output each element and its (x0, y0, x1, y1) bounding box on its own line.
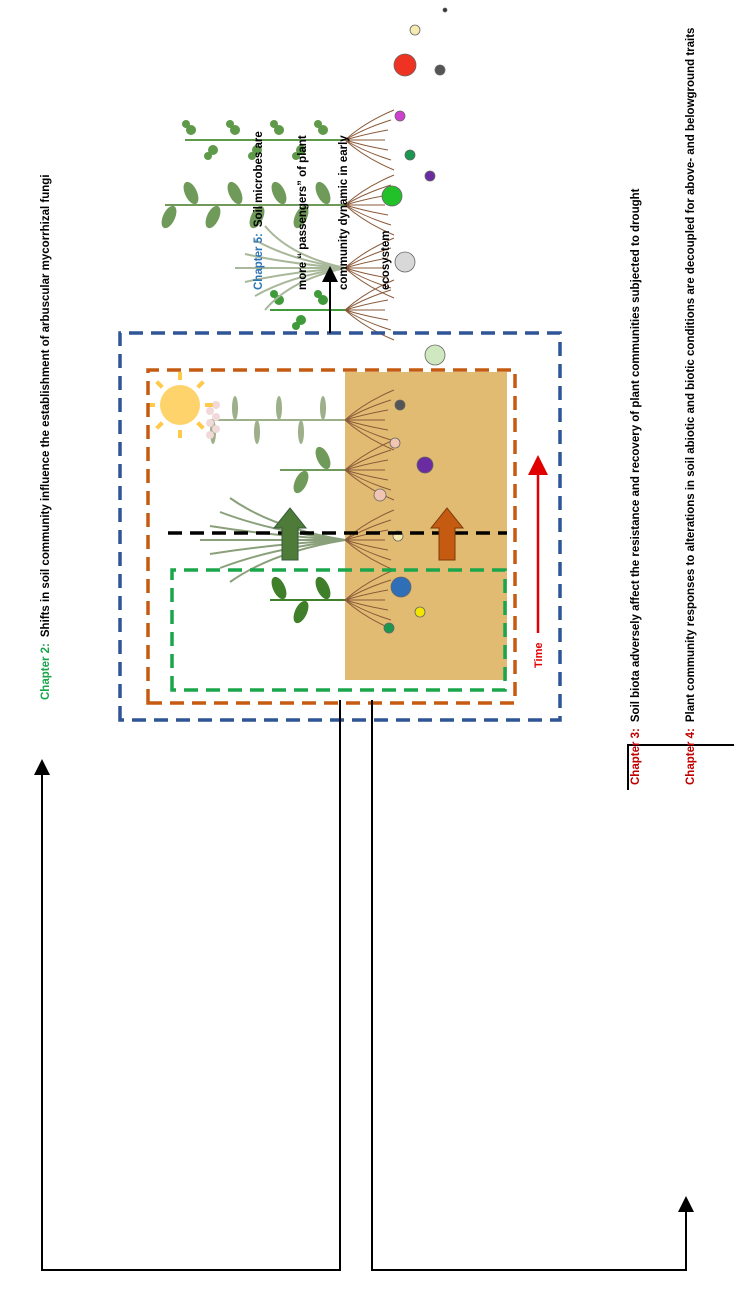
bracket (628, 745, 734, 790)
connector-ch2 (42, 700, 340, 1270)
microbe (417, 457, 433, 473)
plant (182, 110, 394, 170)
leaf (204, 152, 212, 160)
chapter-text: more “ passengers” of plant (297, 135, 309, 290)
flower (206, 419, 214, 427)
leaf (270, 290, 278, 298)
leaf (182, 120, 190, 128)
plant (268, 570, 394, 630)
leaf (298, 420, 304, 444)
microbe (443, 8, 447, 12)
soil (345, 372, 507, 680)
chapter-text: community dynamic in early (338, 135, 350, 290)
plant (158, 175, 394, 235)
microbe (425, 345, 445, 365)
leaf (226, 120, 234, 128)
sun (147, 372, 213, 438)
microbe (394, 54, 416, 76)
leaf (180, 180, 201, 207)
diagram: Time Chapter 2: Shifts in soil community … (0, 0, 734, 1298)
leaf (312, 575, 333, 602)
chapter5: Chapter 5: Soil microbes are (253, 131, 265, 290)
flower (212, 413, 220, 421)
chapter-text: Soil microbes are (253, 131, 265, 227)
leaf (270, 120, 278, 128)
chapter-label: Chapter 5: (253, 233, 265, 290)
leaf (314, 290, 322, 298)
leaf (312, 445, 333, 472)
sun-ray (157, 382, 163, 388)
leaf (276, 396, 282, 420)
chapter2: Chapter 2: Shifts in soil community influ… (40, 174, 52, 700)
leaf (268, 575, 289, 602)
microbe (405, 150, 415, 160)
microbe (395, 400, 405, 410)
chapter3: Chapter 3: Soil biota adversely affect th… (630, 188, 642, 785)
chapter-label: Chapter 2: (40, 643, 52, 700)
time-label: Time (533, 643, 545, 668)
chapter-text: Soil biota adversely affect the resistan… (630, 188, 642, 722)
microbe (415, 607, 425, 617)
leaf (224, 180, 245, 207)
leaf (202, 204, 223, 231)
chapter-text: Plant community responses to alterations… (685, 28, 697, 723)
diagram-body: Time Chapter 2: Shifts in soil community … (40, 8, 734, 1270)
microbe (384, 623, 394, 633)
leaf (232, 396, 238, 420)
microbe (425, 171, 435, 181)
chapter-label: Chapter 4: (685, 728, 697, 785)
leaf (254, 420, 260, 444)
leaf (312, 180, 333, 207)
chapter-text: Shifts in soil community influence the e… (40, 174, 52, 637)
leaf (158, 204, 179, 231)
leaf (314, 120, 322, 128)
microbe (390, 438, 400, 448)
leaf (290, 599, 311, 626)
microbe (391, 577, 411, 597)
leaf (268, 180, 289, 207)
microbe (374, 489, 386, 501)
sun-ray (198, 423, 204, 429)
microbe (395, 111, 405, 121)
chapter-label: Chapter 3: (630, 728, 642, 785)
leaf (320, 396, 326, 420)
microbe (395, 252, 415, 272)
chapter4: Chapter 4: Plant community responses to a… (685, 28, 697, 785)
microbe (410, 25, 420, 35)
leaf (292, 322, 300, 330)
chapter-text: ecosystem (380, 231, 392, 290)
flower (212, 401, 220, 409)
microbe (382, 186, 402, 206)
flower (206, 431, 214, 439)
flower (206, 407, 214, 415)
sun-ray (198, 382, 204, 388)
sun-ray (157, 423, 163, 429)
flower (212, 425, 220, 433)
microbe (435, 65, 445, 75)
leaf (290, 469, 311, 496)
